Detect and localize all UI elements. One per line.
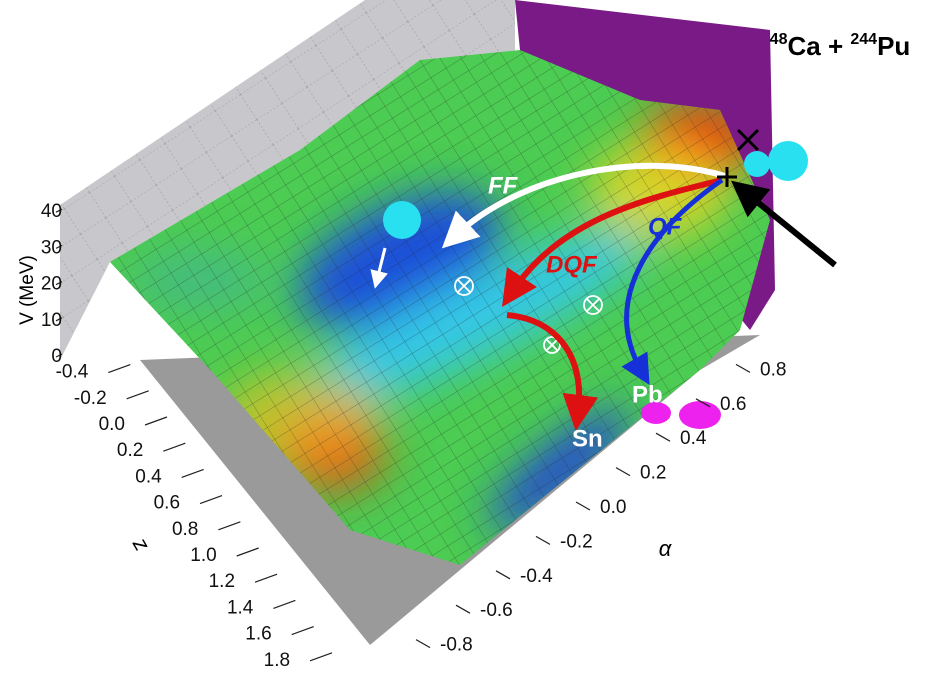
ff-label: FF xyxy=(488,172,519,199)
z-tick-label: 0.2 xyxy=(117,440,143,461)
small-arrow xyxy=(370,247,388,289)
title: 48Ca + 244Pu xyxy=(770,31,911,61)
tick-mark xyxy=(108,364,131,374)
tick-mark xyxy=(55,281,63,286)
alpha-tick-label: 0.0 xyxy=(600,497,626,518)
tick-mark xyxy=(495,570,511,580)
v-axis-label: V (MeV) xyxy=(17,255,38,325)
z-tick-label: 0.0 xyxy=(99,414,125,435)
alpha-tick-label: -0.4 xyxy=(520,566,553,587)
tick-mark xyxy=(199,495,223,505)
pb-label: Pb xyxy=(632,381,663,408)
dqf-arrow xyxy=(502,177,723,307)
tick-mark xyxy=(126,390,149,400)
tick-mark xyxy=(218,521,241,531)
v-tick-label: 30 xyxy=(41,237,62,258)
z-axis-label: z xyxy=(127,532,155,555)
tick-mark xyxy=(236,547,259,557)
tick-mark xyxy=(144,416,168,426)
tick-mark xyxy=(615,467,631,477)
z-tick-label: 0.6 xyxy=(154,493,180,514)
tick-mark xyxy=(181,468,204,478)
tick-mark xyxy=(695,398,711,408)
z-tick-label: 1.2 xyxy=(209,571,235,592)
tick-mark xyxy=(55,208,63,213)
tick-mark xyxy=(735,363,751,373)
contact-mark xyxy=(736,128,760,152)
tick-mark xyxy=(415,639,431,649)
qf-label: QF xyxy=(648,213,683,240)
tick-mark xyxy=(55,244,63,249)
tick-mark xyxy=(55,353,63,358)
sn-label: Sn xyxy=(572,425,603,452)
tick-mark xyxy=(535,535,551,545)
alpha-tick-label: -0.8 xyxy=(440,635,473,656)
tick-mark xyxy=(309,652,333,662)
alpha-tick-label: 0.6 xyxy=(720,394,746,415)
sn-arrow xyxy=(506,312,599,431)
dqf-label: DQF xyxy=(546,251,598,278)
saddle-markers xyxy=(454,276,603,354)
start-mark xyxy=(717,167,737,187)
v-tick-label: 20 xyxy=(41,274,62,295)
alpha-tick-label: 0.2 xyxy=(640,463,666,484)
z-tick-label: 0.4 xyxy=(135,466,162,487)
z-tick-label: 1.8 xyxy=(264,650,290,671)
fragment-heavy xyxy=(679,401,721,429)
title-element: Ca xyxy=(787,31,821,61)
z-tick-label: 1.6 xyxy=(245,624,271,645)
fusion-nucleus xyxy=(383,201,421,239)
alpha-tick-label: -0.6 xyxy=(480,600,513,621)
tick-mark xyxy=(55,317,63,322)
qf-arrow xyxy=(621,177,724,385)
alpha-axis-label: α xyxy=(659,536,673,561)
z-tick-label: 1.0 xyxy=(190,545,216,566)
tick-mark xyxy=(455,604,471,614)
ticks: 0 10 20 30 40 -0.4 -0.2 0.0 0.2 0.4 0.6 0.8 1.0 1.2 1.… xyxy=(41,201,787,671)
title-mass: 48 xyxy=(770,31,788,48)
tick-mark xyxy=(163,442,186,452)
v-tick-label: 40 xyxy=(41,201,62,222)
tick-mark xyxy=(575,501,591,511)
tick-mark xyxy=(273,599,296,609)
title-mass: 244 xyxy=(850,31,877,48)
alpha-tick-label: 0.4 xyxy=(680,428,707,449)
z-tick-label: -0.2 xyxy=(74,388,107,409)
title-element: Pu xyxy=(877,31,910,61)
entrance-arrow xyxy=(731,180,837,268)
ff-arrow xyxy=(441,162,726,249)
v-tick-label: 10 xyxy=(41,310,62,331)
z-tick-label: 0.8 xyxy=(172,519,198,540)
target xyxy=(768,141,808,181)
tick-mark xyxy=(655,432,671,442)
tick-mark xyxy=(254,573,278,583)
title-plus: + xyxy=(828,31,843,61)
v-tick-label: 0 xyxy=(51,346,62,367)
projectile xyxy=(744,151,770,177)
alpha-tick-label: -0.2 xyxy=(560,531,593,552)
tick-mark xyxy=(291,626,314,636)
alpha-tick-label: 0.8 xyxy=(760,359,786,380)
z-tick-label: 1.4 xyxy=(227,597,254,618)
z-tick-label: -0.4 xyxy=(56,362,89,383)
fragment-light xyxy=(641,402,671,424)
